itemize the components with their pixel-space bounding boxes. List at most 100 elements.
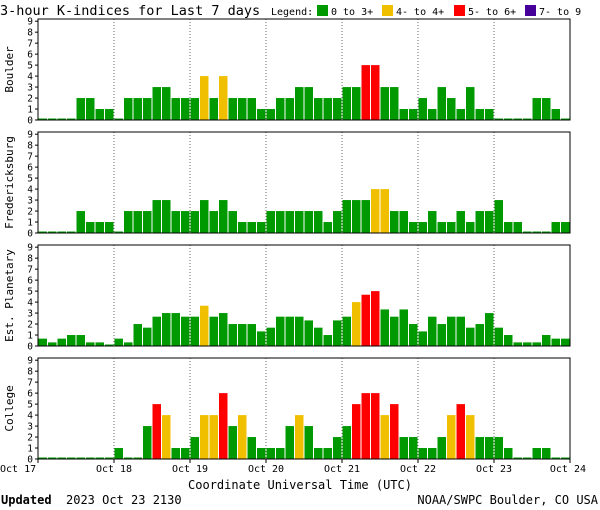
k-index-bar: [67, 457, 76, 459]
k-index-bar: [285, 98, 294, 120]
k-index-bar: [228, 426, 237, 459]
panel-frame: [37, 18, 571, 121]
y-tick-label: 9: [27, 243, 33, 254]
panel-name: Fredericksburg: [3, 136, 16, 229]
y-tick-label: 4: [27, 298, 33, 309]
legend-swatch: [525, 5, 536, 16]
k-index-bar: [551, 457, 560, 459]
y-tick-label: 9: [27, 356, 33, 367]
k-index-bar: [323, 98, 332, 120]
legend-swatch: [317, 5, 328, 16]
y-tick-label: 0: [27, 116, 33, 127]
k-index-bar: [228, 324, 237, 346]
k-index-bar: [209, 211, 218, 233]
k-index-bar: [323, 448, 332, 459]
k-index-bar: [171, 211, 180, 233]
k-index-bar: [124, 342, 133, 346]
k-index-bar: [133, 98, 142, 120]
k-index-bar: [418, 222, 427, 233]
k-index-bar: [276, 448, 285, 459]
k-index-bar: [162, 200, 171, 233]
y-tick-label: 1: [27, 444, 33, 455]
k-index-bar: [152, 200, 161, 233]
k-index-bar: [114, 118, 123, 120]
k-index-bar: [418, 448, 427, 459]
k-index-bar: [247, 222, 256, 233]
k-index-bar: [475, 109, 484, 120]
k-index-bar: [86, 98, 95, 120]
k-index-bar: [200, 415, 209, 459]
k-index-bar: [485, 109, 494, 120]
y-tick-label: 5: [27, 287, 33, 298]
y-tick-label: 7: [27, 39, 33, 50]
k-index-bar: [380, 189, 389, 233]
k-index-bar: [95, 342, 104, 346]
k-index-bar: [314, 211, 323, 233]
k-index-bar: [190, 98, 199, 120]
k-index-bar: [257, 448, 266, 459]
k-index-bar: [285, 426, 294, 459]
y-tick-label: 6: [27, 163, 33, 174]
k-index-bar: [238, 222, 247, 233]
k-index-bar: [466, 327, 475, 346]
k-index-bar: [276, 211, 285, 233]
k-index-bar: [181, 211, 190, 233]
panel-border: [37, 244, 571, 347]
k-index-bar: [399, 309, 408, 346]
k-index-bar: [238, 324, 247, 346]
k-index-bar: [247, 324, 256, 346]
k-index-bar: [95, 109, 104, 120]
k-index-bar: [437, 87, 446, 120]
k-index-bar: [57, 231, 66, 233]
k-index-bar: [304, 211, 313, 233]
k-index-bar: [437, 324, 446, 346]
legend: 0 to 3+ 4- to 4+ 5- to 6+ 7- to 9: [317, 5, 581, 18]
k-index-bar: [418, 331, 427, 346]
k-index-bar: [200, 76, 209, 120]
k-index-bar: [409, 222, 418, 233]
k-index-bar: [456, 109, 465, 120]
k-index-bar: [219, 393, 228, 459]
k-index-bar: [371, 393, 380, 459]
k-index-bar: [209, 415, 218, 459]
k-index-bar: [390, 211, 399, 233]
y-tick-label: 6: [27, 50, 33, 61]
k-index-bar: [323, 222, 332, 233]
legend-swatch: [382, 5, 393, 16]
k-index-bar: [447, 98, 456, 120]
y-tick-label: 3: [27, 422, 33, 433]
k-index-bar: [86, 457, 95, 459]
y-tick-label: 3: [27, 196, 33, 207]
k-index-bar: [143, 98, 152, 120]
k-index-bar: [181, 316, 190, 346]
k-index-bar: [428, 109, 437, 120]
y-tick-label: 8: [27, 141, 33, 152]
k-index-bar: [285, 211, 294, 233]
k-index-bar: [219, 76, 228, 120]
k-index-bar: [409, 109, 418, 120]
k-index-bar: [190, 316, 199, 346]
k-index-bar: [561, 457, 570, 459]
k-index-bar: [561, 118, 570, 120]
k-index-bar: [152, 404, 161, 459]
y-tick-label: 7: [27, 378, 33, 389]
k-index-bar: [399, 109, 408, 120]
panel-name: Boulder: [3, 46, 16, 93]
k-index-bar: [485, 437, 494, 459]
k-index-bar: [295, 211, 304, 233]
k-index-bar: [38, 457, 47, 459]
k-index-bar: [551, 109, 560, 120]
k-index-bar: [523, 118, 532, 120]
k-index-bar: [532, 448, 541, 459]
y-tick-label: 0: [27, 229, 33, 240]
k-index-bar: [361, 65, 370, 120]
y-tick-label: 3: [27, 309, 33, 320]
k-index-bar: [466, 222, 475, 233]
k-index-bar: [504, 118, 513, 120]
k-index-bar: [428, 211, 437, 233]
k-index-bar: [86, 222, 95, 233]
k-index-bar: [76, 457, 85, 459]
k-index-bar: [409, 324, 418, 346]
k-index-bar: [171, 448, 180, 459]
